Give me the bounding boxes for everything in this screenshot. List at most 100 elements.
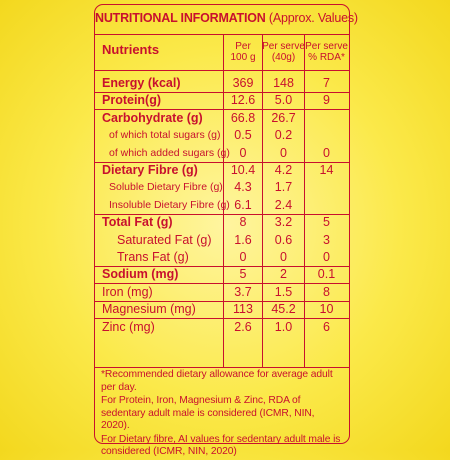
per-serve-value: 45.2 [271,302,296,317]
rda-value: 0.1 [317,267,336,282]
table-row: Sodium (mg) 5 2 0.1 [95,266,349,282]
row-divider [95,109,349,111]
nutrient-label: Protein(g) [102,93,162,108]
table-row: Carbohydrate (g) 66.8 26.7 [95,110,349,126]
panel-title: NUTRITIONAL INFORMATION (Approx. Values) [95,11,358,25]
per-serve-value: 26.7 [271,110,296,125]
per-100g-value: 12.6 [230,93,256,108]
footnote-rda: *Recommended dietary allowance for avera… [101,369,333,393]
table-row: Protein(g) 12.6 5.0 9 [95,92,349,108]
rda-header-line2: % RDA* [308,52,345,63]
nutrient-label: Iron (mg) [102,284,153,299]
per-100g-value: 0 [239,250,247,264]
table-row: Saturated Fat (g) 1.6 0.6 3 [95,232,349,248]
per-100g-value: 0.5 [234,128,252,143]
per-100g-value: 369 [232,76,254,90]
title-divider [95,34,349,35]
row-divider [95,92,349,93]
per-100g-header-line1: Per [235,41,251,52]
nutrient-label: Soluble Dietary Fibre (g) [109,181,223,194]
per-100g-value: 5 [239,267,247,282]
per-serve-header-line1: Per serve [262,41,305,52]
title-sub: (Approx. Values) [268,11,358,25]
per-100g-value: 4.3 [234,180,252,195]
nutrient-label: Total Fat (g) [102,215,173,230]
nutrient-label: Dietary Fibre (g) [102,163,198,177]
nutrient-label: Saturated Fat (g) [117,232,212,247]
per-serve-value: 2 [280,267,287,282]
per-serve-value: 1.7 [274,180,293,195]
row-divider [95,161,349,163]
per-serve-value: 4.2 [274,163,293,177]
nutrient-label: Trans Fat (g) [117,250,189,264]
per-100g-header-line2: 100 g [230,52,256,63]
per-serve-value: 0.6 [274,232,293,247]
per-100g-value: 6.1 [234,197,252,212]
table-row: Soluble Dietary Fibre (g) 4.3 1.7 [95,179,349,195]
rda-value: 8 [323,284,330,299]
table-row: of which added sugars (g) 0 0 0 [95,145,349,161]
rda-value: 0 [323,250,330,264]
per-serve-value: 0.2 [274,128,293,143]
column-divider [223,34,224,367]
table-row: Trans Fat (g) 0 0 0 [95,249,349,265]
table-row: Zinc (mg) 2.6 1.0 6 [95,319,349,335]
rda-value: 5 [323,215,330,230]
row-divider [95,318,349,320]
per-serve-value: 1.0 [274,319,293,334]
per-serve-header-line2: (40g) [271,52,296,63]
rda-value: 7 [323,76,330,90]
column-divider [304,34,305,367]
rda-value: 6 [323,319,330,334]
per-serve-value: 0 [280,250,287,264]
rda-value: 14 [319,163,334,177]
per-serve-value: 1.5 [274,284,293,299]
per-100g-value: 1.6 [234,232,252,247]
table-row: Magnesium (mg) 113 45.2 10 [95,301,349,317]
per-100g-value: 66.8 [230,110,256,125]
per-serve-value: 3.2 [274,215,293,230]
row-divider [95,266,349,267]
footnotes: *Recommended dietary allowance for avera… [101,369,345,460]
title-main: NUTRITIONAL INFORMATION [95,11,266,25]
nutrient-label: of which total sugars (g) [109,129,221,142]
nutrient-label: Energy (kcal) [102,76,181,90]
rda-value: 3 [323,232,330,247]
per-serve-value: 0 [280,145,287,160]
nutrients-header: Nutrients [102,42,160,57]
table-bottom-divider [95,367,349,368]
table-row: Energy (kcal) 369 148 7 [95,75,349,91]
header-divider [95,70,349,71]
per-100g-value: 2.6 [234,319,252,334]
table-row: of which total sugars (g) 0.5 0.2 [95,127,349,143]
per-100g-value: 10.4 [230,163,256,177]
per-serve-header: Per serve (40g) [262,41,305,63]
nutrient-label: Sodium (mg) [102,267,179,282]
column-divider [262,34,263,367]
rda-header: Per serve % RDA* [304,41,349,63]
rda-header-line1: Per serve [305,41,348,52]
rda-value: 10 [319,302,334,317]
nutrition-panel: NUTRITIONAL INFORMATION (Approx. Values)… [94,4,358,457]
table-row: Iron (mg) 3.7 1.5 8 [95,284,349,300]
footnote-protein: For Protein, Iron, Magnesium & Zinc, RDA… [101,395,315,431]
row-divider [95,300,349,302]
per-serve-value: 2.4 [274,197,293,212]
table-row: Dietary Fibre (g) 10.4 4.2 14 [95,162,349,178]
nutrient-label: Insoluble Dietary Fibre (g) [109,198,230,211]
table-row: Total Fat (g) 8 3.2 5 [95,214,349,230]
per-100g-value: 113 [233,302,253,317]
per-serve-value: 5.0 [274,93,293,108]
rda-value: 0 [323,145,330,160]
per-100g-value: 0 [239,145,247,160]
per-serve-value: 148 [273,76,294,90]
rda-value: 9 [323,93,330,108]
nutrient-label: Magnesium (mg) [102,302,196,317]
table-row: Insoluble Dietary Fibre (g) 6.1 2.4 [95,197,349,213]
nutrient-label: Carbohydrate (g) [102,110,203,125]
per-100g-header: Per 100 g [223,41,263,63]
per-100g-value: 8 [239,215,247,230]
footnote-fibre: For Dietary fibre, AI values for sedenta… [101,433,341,458]
per-100g-value: 3.7 [234,284,252,299]
row-divider [95,283,349,285]
